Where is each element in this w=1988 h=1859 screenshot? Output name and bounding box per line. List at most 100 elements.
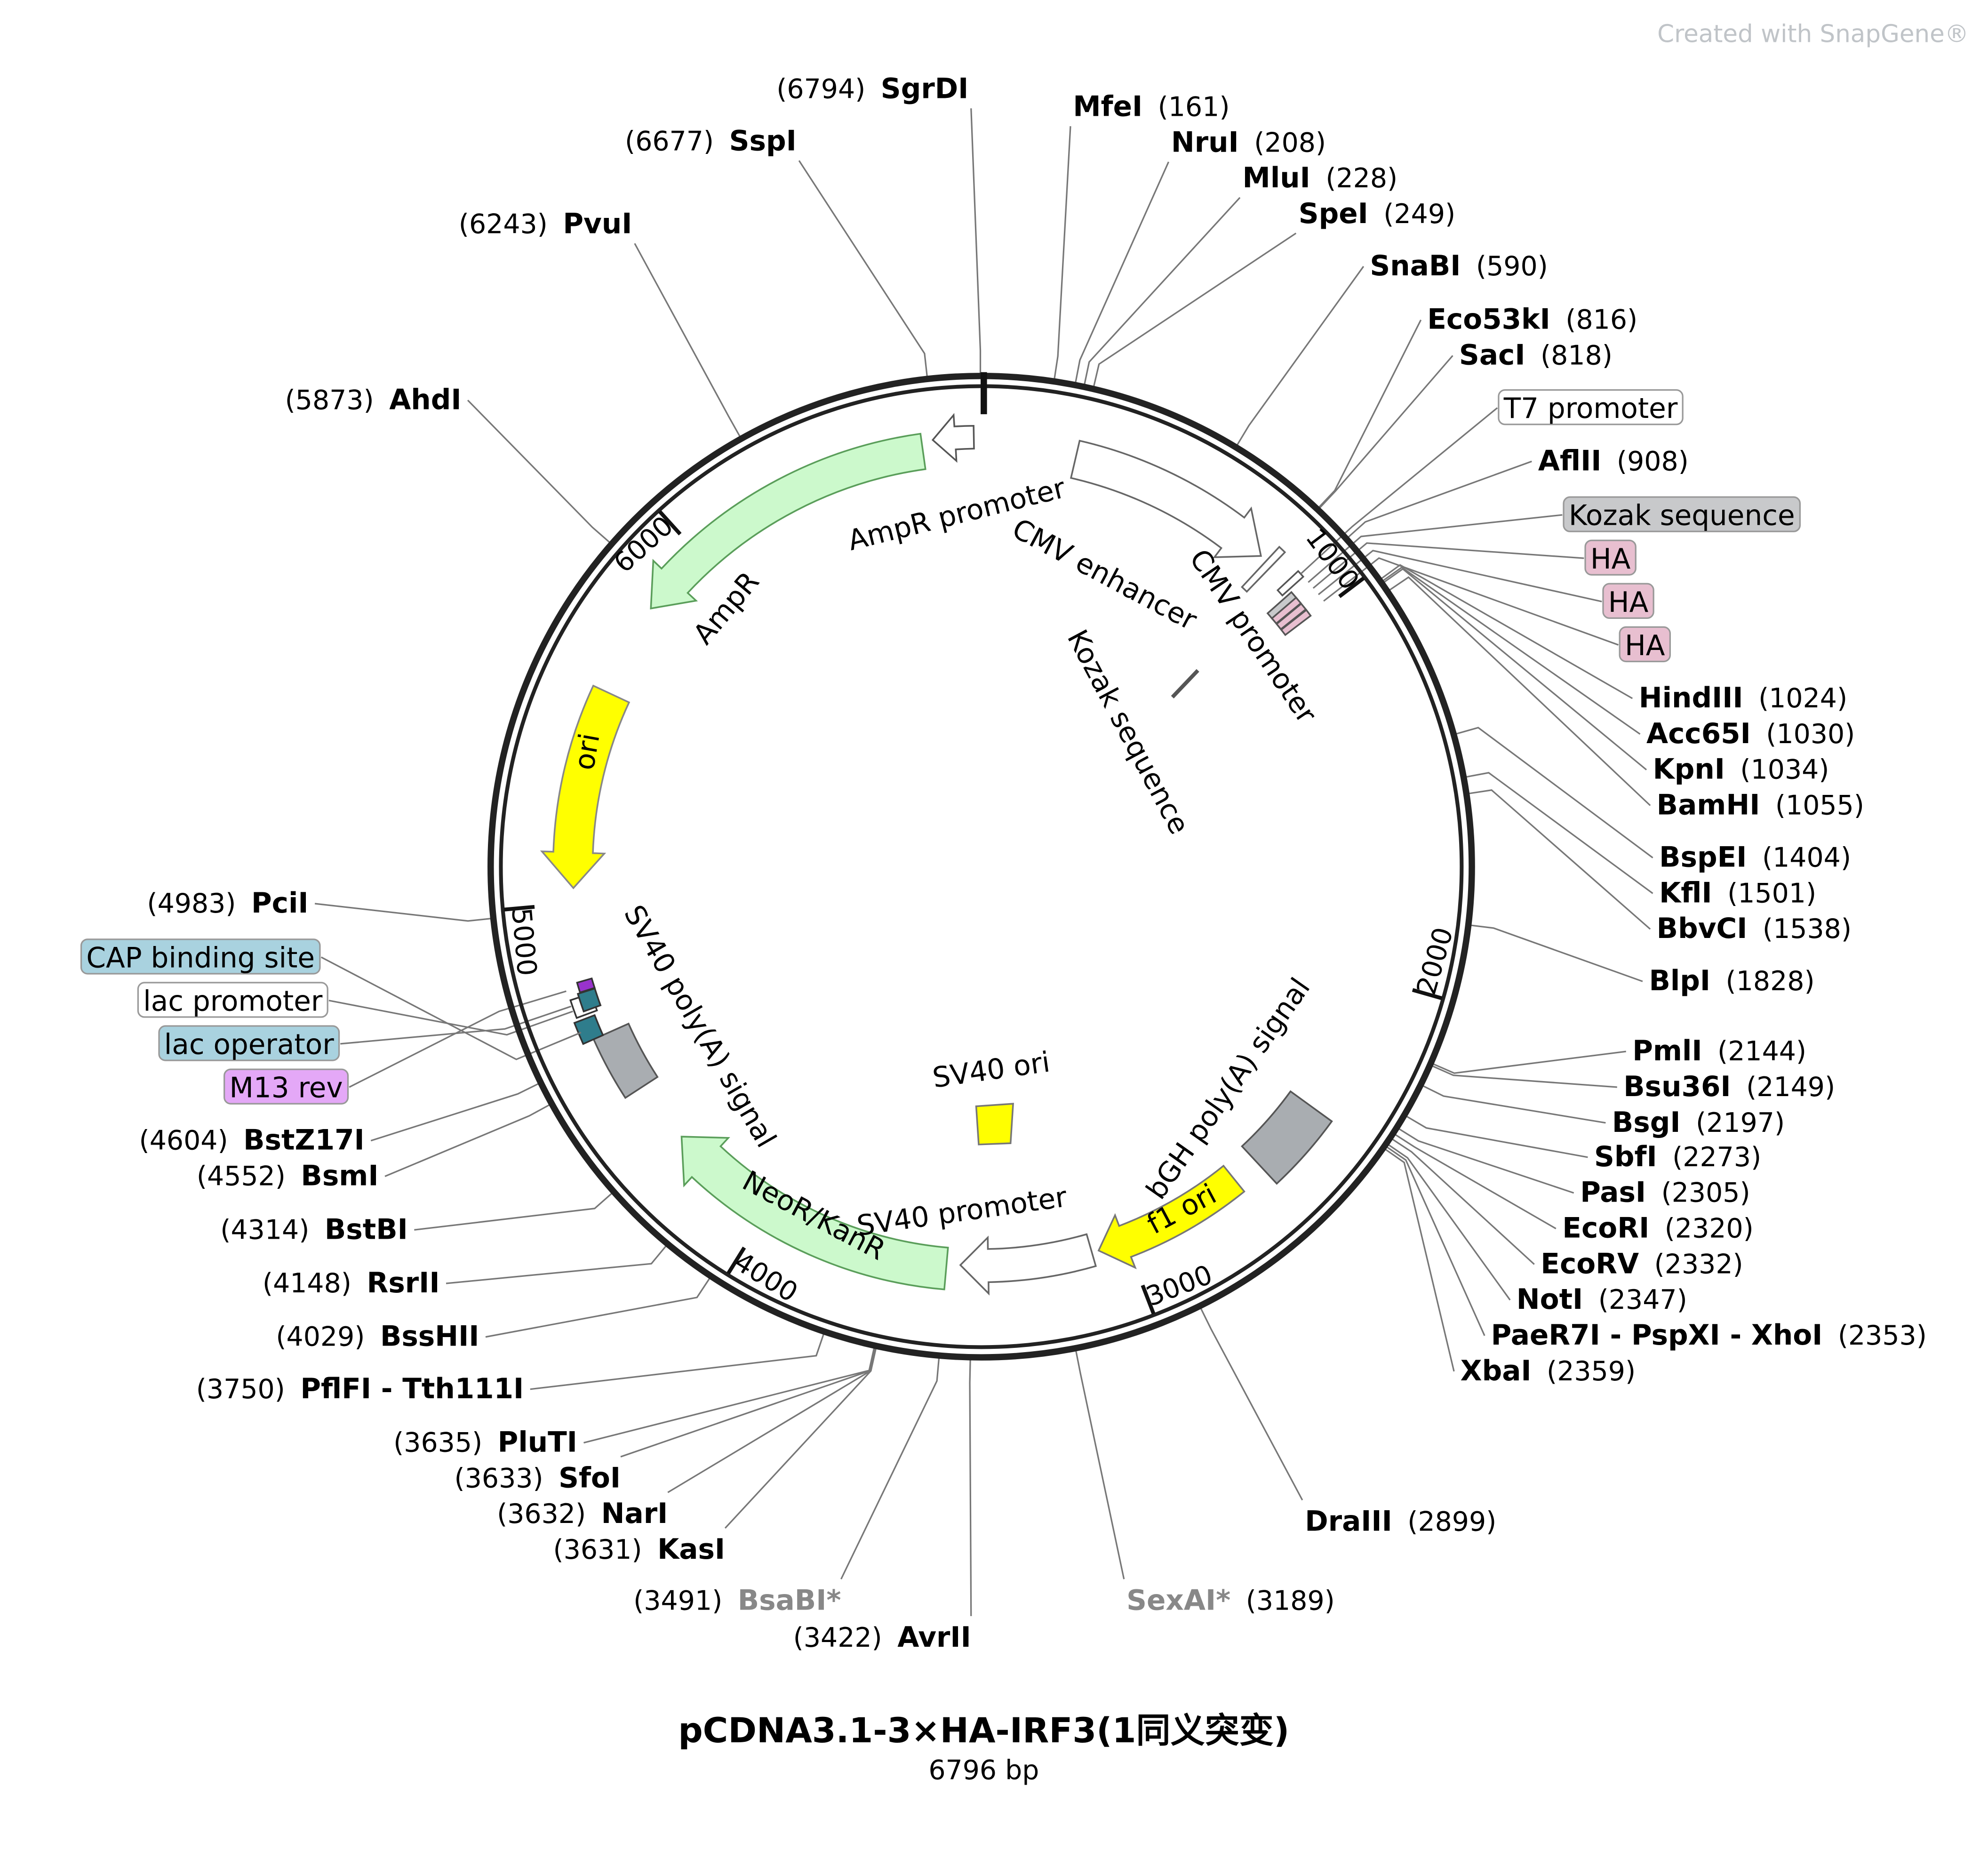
enzyme-label: (5873) AhdI (285, 384, 462, 416)
enzyme-site: (1404) (1762, 842, 1851, 873)
enzyme-site: (4552) (197, 1161, 286, 1192)
scale-tick (503, 905, 535, 912)
enzyme-site: (2197) (1696, 1107, 1785, 1138)
leader-line (1348, 460, 1532, 538)
enzyme-label: (4314) BstBI (220, 1213, 407, 1246)
enzyme-label: (6794) SgrDI (776, 73, 968, 105)
enzyme-name: BlpI (1649, 965, 1710, 997)
enzyme-name: BbvCI (1657, 913, 1748, 945)
feature-tag-label: HA (1625, 630, 1665, 662)
map-feature (680, 1136, 949, 1290)
leader-line (340, 1005, 572, 1045)
enzyme-site: (249) (1383, 199, 1455, 230)
enzyme-site: (3750) (196, 1374, 285, 1405)
watermark: Created with SnapGene® (1657, 20, 1969, 48)
enzyme-name: SacI (1459, 339, 1525, 372)
enzyme-site: (4983) (147, 888, 236, 919)
enzyme-label: (4029) BssHII (276, 1321, 479, 1353)
leader-line (1406, 1115, 1588, 1158)
leader-line (1433, 1050, 1626, 1074)
feature-tag-box (1498, 389, 1684, 425)
feature-tag-box (1584, 539, 1637, 576)
leader-line (1466, 772, 1653, 894)
enzyme-name: SspI (729, 125, 797, 158)
enzyme-label: KpnI (1034) (1653, 753, 1829, 786)
enzyme-label: Acc65I (1030) (1646, 718, 1855, 750)
enzyme-site: (4314) (220, 1214, 309, 1245)
map-feature (592, 1022, 659, 1099)
enzyme-label: (4552) BsmI (197, 1160, 379, 1193)
leader-line (1388, 1144, 1511, 1301)
enzyme-label: SbfI (2273) (1594, 1141, 1761, 1173)
leader-line (1084, 197, 1241, 385)
map-feature (931, 413, 975, 463)
map-feature (1241, 1090, 1333, 1185)
enzyme-name: Bsu36I (1623, 1071, 1731, 1103)
enzyme-name: AvrII (897, 1621, 971, 1654)
enzyme-site: (4029) (276, 1322, 365, 1353)
map-feature-label: ori (568, 731, 606, 772)
feature-tag-box (1602, 583, 1654, 619)
enzyme-site: (228) (1325, 163, 1397, 194)
enzyme-label: (4604) BstZ17I (139, 1124, 365, 1157)
map-feature-label: CMV promoter (1183, 544, 1323, 729)
enzyme-label: Eco53kI (816) (1427, 304, 1637, 336)
enzyme-site: (4148) (263, 1268, 351, 1299)
feature-tag-box (137, 982, 328, 1018)
enzyme-name: SfoI (559, 1462, 621, 1494)
enzyme-site: (5873) (285, 385, 374, 416)
enzyme-label: Bsu36I (2149) (1623, 1071, 1835, 1103)
enzyme-name: MluI (1243, 162, 1310, 194)
feature-tag-box (1619, 626, 1671, 663)
leader-line (1054, 126, 1071, 379)
enzyme-site: (590) (1476, 251, 1548, 282)
feature-tag: M13 rev (224, 1068, 349, 1105)
feature-box (576, 977, 596, 994)
leader-line (1470, 924, 1643, 982)
enzyme-site: (3189) (1246, 1585, 1335, 1616)
feature-tag: Kozak sequence (1563, 496, 1801, 532)
map-feature (1241, 545, 1286, 593)
feature-box (1280, 609, 1312, 636)
enzyme-label: KflI (1501) (1659, 877, 1816, 909)
leader-line (349, 990, 567, 1088)
enzyme-label: (3633) SfoI (455, 1462, 621, 1494)
enzyme-label: (3632) NarI (497, 1498, 668, 1530)
leader-line (1381, 564, 1633, 699)
map-title: pCDNA3.1-3×HA-IRF3(1同义突变) (678, 1711, 1289, 1751)
enzyme-name: KflI (1659, 877, 1712, 909)
map-feature (975, 1103, 1014, 1146)
enzyme-name: BspEI (1659, 841, 1747, 873)
enzyme-name: Eco53kI (1427, 304, 1550, 336)
scale-tick-label: 5000 (505, 906, 543, 977)
enzyme-label: HindIII (1024) (1639, 682, 1847, 714)
enzyme-name: PvuI (563, 208, 632, 240)
map-length: 6796 bp (928, 1755, 1039, 1786)
enzyme-label: PmlI (2144) (1632, 1035, 1806, 1067)
enzyme-site: (1501) (1727, 878, 1816, 909)
enzyme-label: (3631) KasI (553, 1533, 726, 1566)
enzyme-name: BssHII (380, 1321, 479, 1353)
leader-line (724, 1348, 877, 1529)
enzyme-label: (3750) PflFI - Tth111I (196, 1373, 524, 1405)
feature-tag-label: lac operator (164, 1029, 334, 1061)
enzyme-name: PflFI - Tth111I (300, 1373, 524, 1405)
enzyme-label: (3491) BsaBI* (633, 1584, 841, 1617)
leader-line (1300, 407, 1498, 575)
leader-line (1432, 1065, 1617, 1088)
leader-line (1395, 1134, 1557, 1229)
leader-line (446, 1245, 667, 1284)
leader-line (1317, 550, 1602, 602)
leader-line (320, 956, 582, 1060)
enzyme-site: (908) (1617, 446, 1689, 477)
feature-tag-label: M13 rev (229, 1072, 343, 1105)
enzyme-site: (2305) (1661, 1178, 1750, 1209)
leader-line (370, 1083, 539, 1142)
map-feature (1070, 440, 1262, 558)
scale-tick (1338, 577, 1365, 598)
enzyme-site: (161) (1158, 91, 1230, 122)
enzyme-label: SexAI* (3189) (1126, 1584, 1335, 1617)
enzyme-site: (2359) (1547, 1356, 1636, 1387)
enzyme-site: (2332) (1654, 1249, 1743, 1280)
